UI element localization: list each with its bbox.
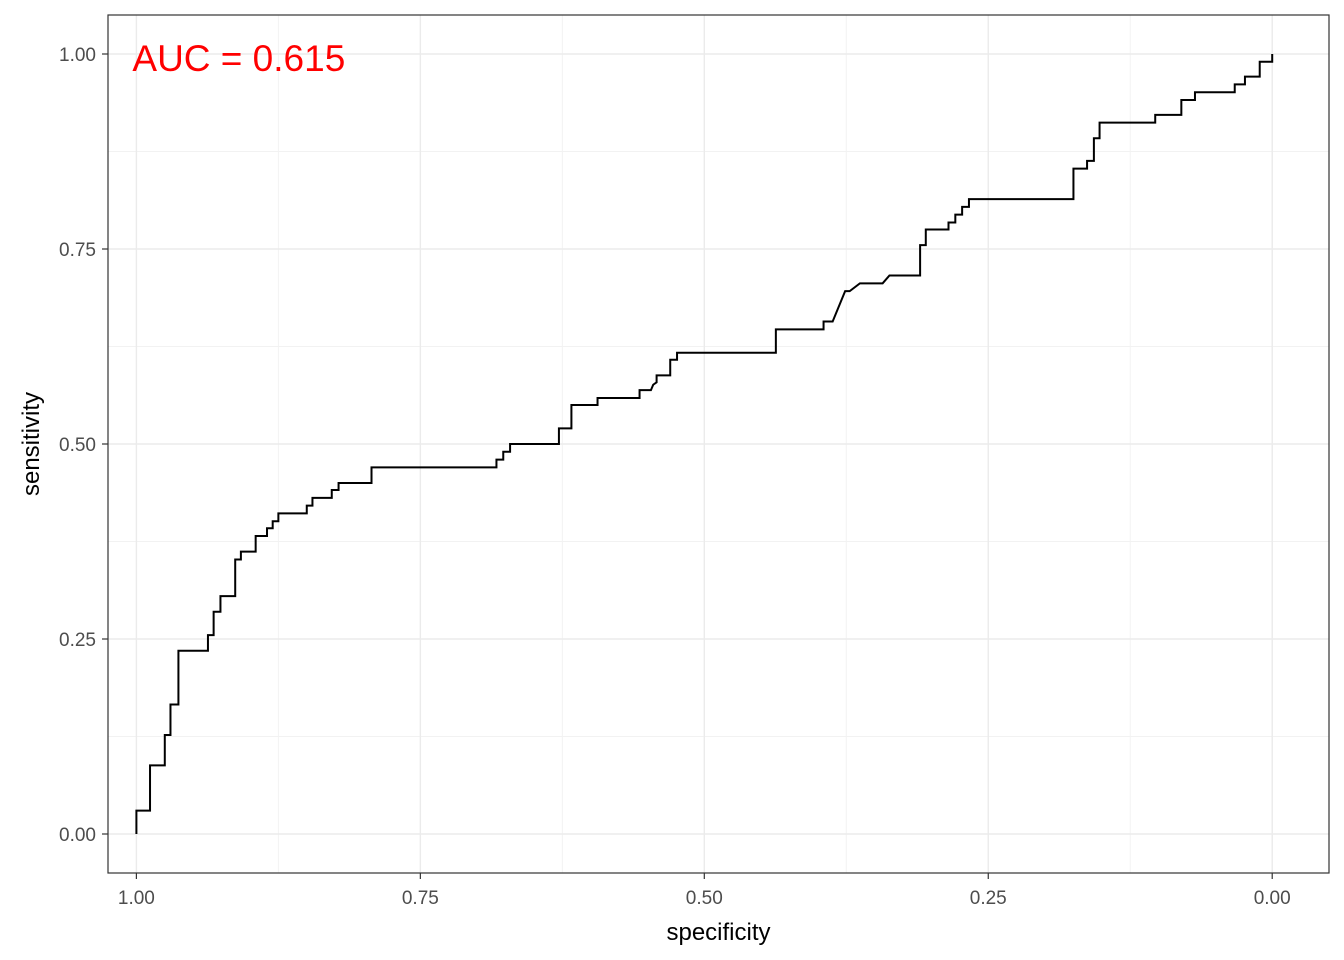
- x-tick-label: 0.50: [686, 888, 723, 909]
- y-tick-label: 1.00: [59, 45, 96, 66]
- x-tick-label: 0.75: [402, 888, 439, 909]
- x-axis: 1.00 0.75 0.50 0.25 0.00: [118, 873, 1291, 909]
- y-tick-label: 0.25: [59, 630, 96, 651]
- x-tick-label: 1.00: [118, 888, 155, 909]
- y-axis: 0.00 0.25 0.50 0.75 1.00: [59, 45, 108, 846]
- y-tick-label: 0.00: [59, 825, 96, 846]
- x-axis-title: specificity: [666, 919, 770, 946]
- y-tick-label: 0.50: [59, 435, 96, 456]
- y-axis-title: sensitivity: [18, 392, 45, 496]
- roc-curve-line: [135, 54, 1274, 834]
- plot-area: AUC = 0.615: [107, 14, 1330, 874]
- y-tick-label: 0.75: [59, 240, 96, 261]
- x-tick-label: 0.25: [970, 888, 1007, 909]
- auc-annotation: AUC = 0.615: [132, 38, 345, 79]
- x-tick-label: 0.00: [1254, 888, 1291, 909]
- major-gridlines: [108, 15, 1329, 873]
